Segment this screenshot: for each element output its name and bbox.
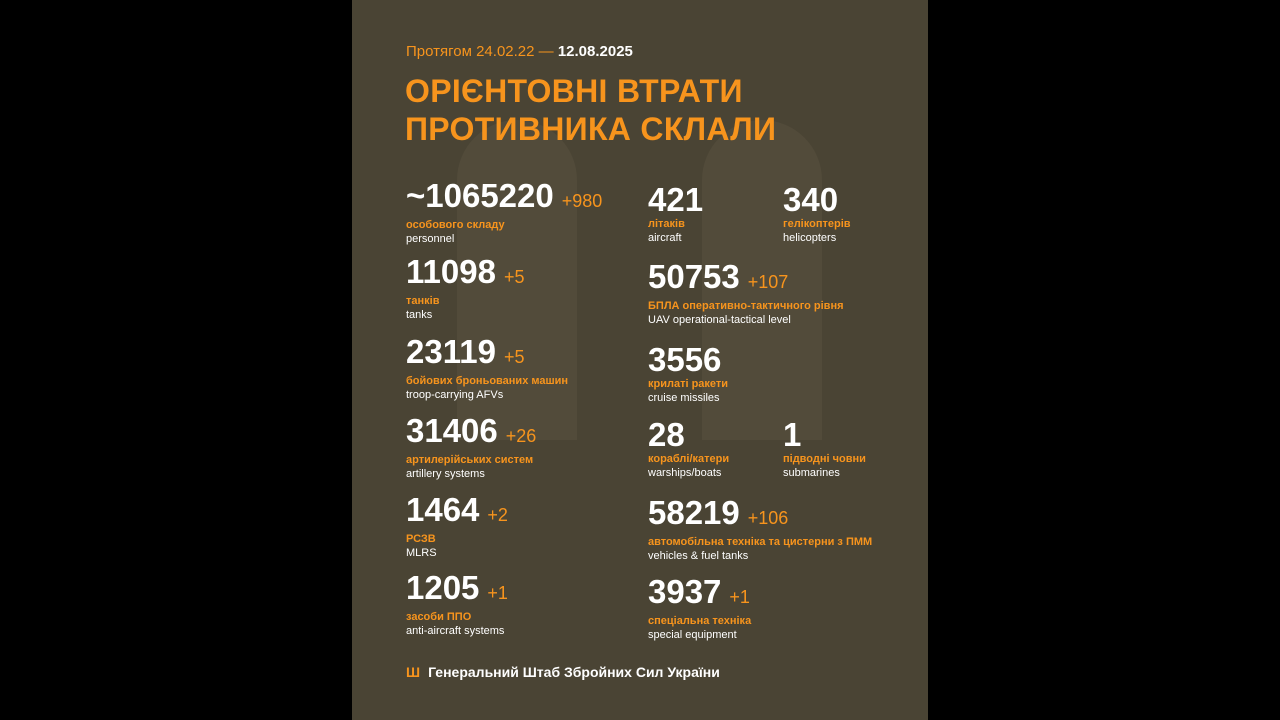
stat-label-en: MLRS	[406, 547, 437, 559]
title-line-1: ОРІЄНТОВНІ ВТРАТИ	[405, 73, 743, 109]
stat-label-ua: кораблі/катери	[648, 453, 730, 465]
period-end: 12.08.2025	[557, 43, 633, 60]
stat-number: ~1065220	[406, 177, 554, 214]
stat-label-ua: особового складу	[406, 219, 505, 231]
stat-label-en: special equipment	[648, 629, 737, 641]
stat-label-ua: автомобільна техніка та цистерни з ПММ	[648, 536, 873, 548]
stat-cruise-missiles: 3556 крилаті ракети cruise missiles	[648, 342, 728, 405]
infographic-panel: Протягом 24.02.22 — 12.08.2025 ОРІЄНТОВН…	[352, 0, 928, 720]
footer-text: Генеральний Штаб Збройних Сил України	[428, 664, 720, 680]
period-label: Протягом 24.02.22 — 12.08.2025	[406, 43, 633, 60]
stat-special-equipment: 3937 +1 спеціальна техніка special equipmen…	[648, 574, 751, 642]
stat-mlrs: 1464 +2 РСЗВ MLRS	[406, 492, 508, 560]
stat-personnel: ~1065220 +980 особового складу personnel	[406, 178, 602, 246]
stat-delta: +107	[747, 272, 789, 292]
stat-value: 11098 +5	[406, 254, 524, 295]
stat-label-en: artillery systems	[406, 468, 485, 480]
stat-delta: +980	[561, 191, 603, 211]
stat-number: 23119	[406, 333, 496, 370]
stat-label-en: warships/boats	[648, 467, 722, 479]
stat-label-en: anti-aircraft systems	[406, 625, 505, 637]
stat-label-ua: засоби ППО	[406, 611, 472, 623]
stat-anti-aircraft-systems: 1205 +1 засоби ППО anti-aircraft systems	[406, 570, 508, 638]
stat-delta: +2	[487, 505, 508, 525]
stat-value: 340	[783, 182, 851, 218]
stat-label-en: tanks	[406, 309, 433, 321]
stat-label-ua: бойових броньованих машин	[406, 375, 569, 387]
background-trident-shape	[702, 120, 822, 440]
stat-value: 23119 +5	[406, 334, 568, 375]
stat-helicopters: 340 гелікоптерів helicopters	[783, 182, 851, 245]
stat-submarines: 1 підводні човни submarines	[783, 417, 866, 480]
stat-number: 421	[648, 181, 704, 218]
stat-value: ~1065220 +980	[406, 178, 602, 219]
stat-warships-boats: 28 кораблі/катери warships/boats	[648, 417, 729, 480]
stat-delta: +106	[747, 508, 789, 528]
stat-delta: +26	[505, 426, 537, 446]
stat-troop-carrying-afvs: 23119 +5 бойових броньованих машин troop-ca…	[406, 334, 568, 402]
stat-value: 3556	[648, 342, 728, 378]
stat-number: 340	[783, 181, 839, 218]
stat-artillery-systems: 31406 +26 артилерійських систем artillery s…	[406, 413, 536, 481]
stat-number: 1464	[406, 491, 480, 528]
title-line-2: ПРОТИВНИКА СКЛАЛИ	[405, 111, 777, 147]
stat-label-ua: танків	[406, 295, 440, 307]
stat-delta: +1	[729, 587, 750, 607]
stat-number: 3556	[648, 341, 722, 378]
stat-label-en: personnel	[406, 233, 455, 245]
stat-label-ua: крилаті ракети	[648, 378, 729, 390]
stat-value: 50753 +107	[648, 259, 844, 300]
stat-vehicles-fuel-tanks: 58219 +106 автомобільна техніка та цистерн…	[648, 495, 872, 563]
stat-value: 28	[648, 417, 729, 453]
stat-delta: +5	[503, 347, 525, 367]
stat-number: 11098	[406, 253, 496, 290]
stat-label-en: helicopters	[783, 232, 837, 244]
stat-label-ua: літаків	[648, 218, 685, 230]
stat-value: 421	[648, 182, 703, 218]
stat-uav-operational-tactical-level: 50753 +107 БПЛА оперативно-тактичного рівн…	[648, 259, 844, 327]
stat-value: 31406 +26	[406, 413, 536, 454]
stat-label-en: UAV operational-tactical level	[648, 314, 791, 326]
stat-aircraft: 421 літаків aircraft	[648, 182, 703, 245]
stat-value: 1	[783, 417, 866, 453]
stat-label-en: submarines	[783, 467, 840, 479]
stat-label-ua: спеціальна техніка	[648, 615, 752, 627]
stat-label-ua: гелікоптерів	[783, 218, 851, 230]
stat-label-ua: РСЗВ	[406, 533, 436, 545]
stat-label-ua: артилерійських систем	[406, 454, 534, 466]
stat-number: 3937	[648, 573, 722, 610]
stat-number: 50753	[648, 258, 740, 295]
stat-number: 1205	[406, 569, 480, 606]
stat-label-en: cruise missiles	[648, 392, 720, 404]
stat-label-en: aircraft	[648, 232, 682, 244]
stat-value: 58219 +106	[648, 495, 872, 536]
trident-icon: Ш	[406, 664, 421, 680]
stat-delta: +5	[503, 267, 525, 287]
stat-label-ua: БПЛА оперативно-тактичного рівня	[648, 300, 844, 312]
stat-number: 1	[783, 416, 802, 453]
stat-label-ua: підводні човни	[783, 453, 866, 465]
stat-delta: +1	[487, 583, 508, 603]
footer: Ш Генеральний Штаб Збройних Сил України	[406, 664, 720, 680]
stat-value: 3937 +1	[648, 574, 751, 615]
stat-tanks: 11098 +5 танків tanks	[406, 254, 524, 322]
background-trident-shape	[457, 120, 577, 440]
stat-number: 58219	[648, 494, 740, 531]
period-start: Протягом 24.02.22 —	[406, 43, 554, 60]
stat-number: 31406	[406, 412, 498, 449]
stat-value: 1205 +1	[406, 570, 508, 611]
stat-value: 1464 +2	[406, 492, 508, 533]
stat-label-en: troop-carrying AFVs	[406, 389, 504, 401]
stat-label-en: vehicles & fuel tanks	[648, 550, 749, 562]
stat-number: 28	[648, 416, 685, 453]
